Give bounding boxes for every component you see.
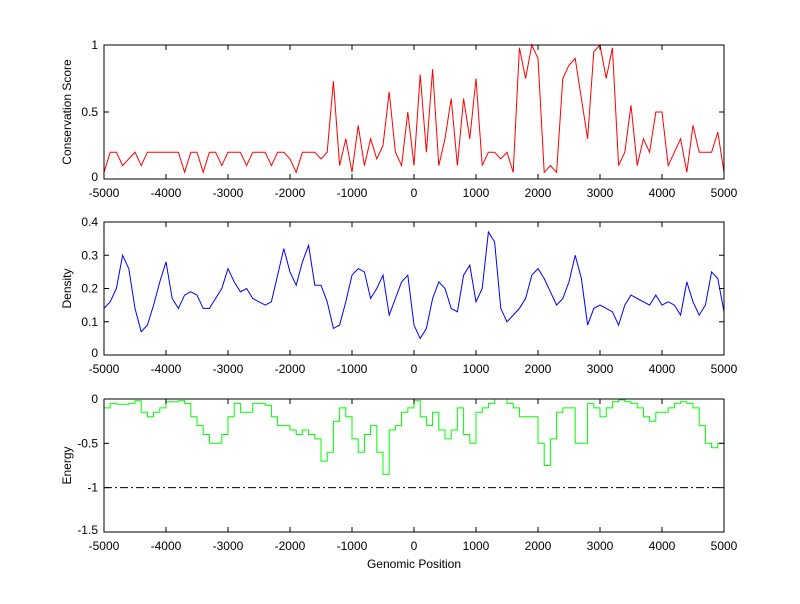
x-tick-label: 5000 — [711, 362, 738, 376]
x-tick-label: -1000 — [337, 186, 368, 200]
x-tick-label: -2000 — [275, 539, 306, 553]
x-tick-label: 4000 — [649, 539, 676, 553]
plot-area — [104, 45, 724, 179]
x-tick-label: 5000 — [711, 186, 738, 200]
x-tick-label: -3000 — [213, 362, 244, 376]
x-tick-label: -3000 — [213, 186, 244, 200]
x-tick-label: -4000 — [151, 539, 182, 553]
x-tick-label: 0 — [411, 186, 418, 200]
y-tick-label: 1 — [91, 38, 98, 52]
x-tick-label: -1000 — [337, 362, 368, 376]
y-tick-label: 0.2 — [81, 282, 98, 296]
x-tick-label: -4000 — [151, 186, 182, 200]
x-tick-label: 0 — [411, 539, 418, 553]
y-tick-label: 0 — [91, 392, 98, 406]
x-tick-label: 3000 — [587, 539, 614, 553]
y-tick-label: 0.5 — [81, 105, 98, 119]
y-axis-label: Conservation Score — [60, 59, 74, 165]
y-axis-label: Density — [60, 268, 74, 308]
x-tick-label: 1000 — [463, 539, 490, 553]
series-line — [103, 43, 725, 174]
y-tick-label: -1.5 — [77, 523, 98, 537]
x-tick-label: -5000 — [89, 539, 120, 553]
x-tick-label: 1000 — [463, 186, 490, 200]
x-tick-label: 3000 — [587, 362, 614, 376]
y-tick-label: 0 — [91, 346, 98, 360]
series-line — [103, 230, 725, 340]
y-tick-label: 0.1 — [81, 315, 98, 329]
y-tick-label: 0.4 — [81, 215, 98, 229]
x-tick-label: -4000 — [151, 362, 182, 376]
y-tick-label: -1 — [87, 481, 98, 495]
plot-area — [104, 222, 724, 355]
x-tick-label: -1000 — [337, 539, 368, 553]
x-tick-label: -5000 — [89, 362, 120, 376]
x-tick-label: -5000 — [89, 186, 120, 200]
x-tick-label: 5000 — [711, 539, 738, 553]
x-tick-label: 2000 — [525, 362, 552, 376]
x-tick-label: -3000 — [213, 539, 244, 553]
x-tick-label: 4000 — [649, 362, 676, 376]
x-tick-label: -2000 — [275, 362, 306, 376]
x-axis-label: Genomic Position — [367, 557, 461, 571]
y-axis-label: Energy — [60, 446, 74, 484]
x-tick-label: 1000 — [463, 362, 490, 376]
x-tick-label: 3000 — [587, 186, 614, 200]
density-panel: -5000 -4000 -3000 -2000 -1000 0 1000 2000 3000 40… — [60, 215, 738, 376]
x-tick-label: -2000 — [275, 186, 306, 200]
x-tick-label: 4000 — [649, 186, 676, 200]
energy-panel: -5000 -4000 -3000 -2000 -1000 0 1000 2000 3000 40… — [60, 392, 738, 571]
conservation-panel: -5000 -4000 -3000 -2000 -1000 0 1000 2000 3000 40… — [60, 38, 738, 200]
y-tick-label: 0.3 — [81, 248, 98, 262]
y-tick-label: -0.5 — [77, 436, 98, 450]
x-tick-label: 0 — [411, 362, 418, 376]
x-tick-label: 2000 — [525, 186, 552, 200]
x-tick-label: 2000 — [525, 539, 552, 553]
y-tick-label: 0 — [91, 170, 98, 184]
plot-area — [104, 399, 724, 532]
